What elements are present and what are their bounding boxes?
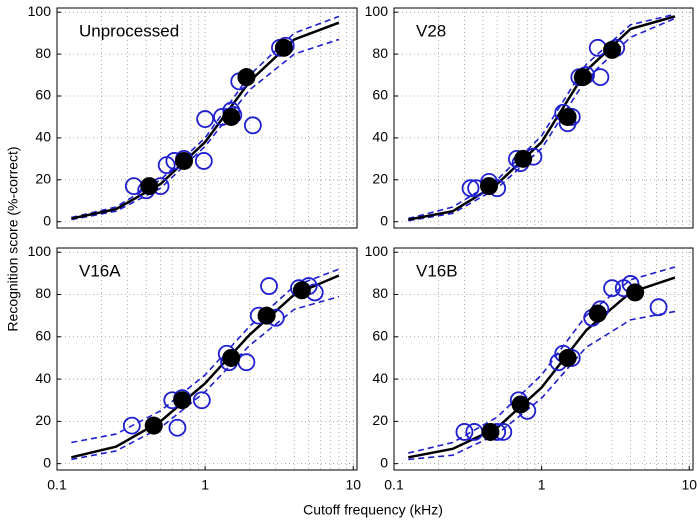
- listener-point: [455, 423, 474, 441]
- y-tick-label: 40: [35, 129, 51, 145]
- y-tick-label: 100: [28, 3, 52, 19]
- fit-curve: [71, 38, 340, 221]
- mean-point: [144, 416, 163, 435]
- mean-point: [573, 68, 592, 87]
- listener-point: [260, 277, 278, 295]
- y-tick-label: 40: [35, 370, 51, 386]
- mean-point: [481, 422, 500, 441]
- mean-point: [511, 395, 530, 414]
- listener-point: [649, 298, 668, 317]
- y-tick-label: 60: [35, 328, 51, 344]
- mean-point: [257, 306, 276, 325]
- y-tick-label: 80: [372, 285, 388, 301]
- mean-point: [274, 38, 293, 57]
- mean-point: [237, 68, 256, 87]
- plot-area: [71, 268, 340, 461]
- y-tick-label: 80: [372, 45, 388, 61]
- y-axis-label: Recognition score (%-correct): [5, 146, 21, 331]
- fit-curve: [71, 274, 340, 459]
- mean-point: [603, 40, 622, 59]
- y-tick-label: 80: [35, 285, 51, 301]
- y-tick-label: 20: [35, 412, 51, 428]
- fit-curve: [71, 295, 340, 461]
- y-tick-label: 100: [28, 243, 52, 259]
- mean-point: [626, 283, 645, 302]
- listener-point: [243, 116, 262, 135]
- panel-title: V16B: [416, 261, 458, 280]
- listener-point: [168, 418, 187, 437]
- panel-title: Unprocessed: [79, 21, 179, 40]
- x-axis-label: Cutoff frequency (kHz): [303, 502, 443, 518]
- fit-curve: [408, 266, 676, 454]
- mean-point: [588, 304, 607, 323]
- y-tick-label: 60: [372, 87, 388, 103]
- y-tick-label: 60: [372, 328, 388, 344]
- panel-frame: [56, 7, 358, 229]
- listener-point: [194, 152, 213, 170]
- fit-curve: [71, 21, 340, 220]
- listener-point: [192, 391, 211, 410]
- mean-point: [173, 391, 192, 410]
- listener-point: [237, 353, 256, 372]
- panel-title: V16A: [79, 261, 121, 280]
- mean-point: [558, 348, 577, 367]
- mean-point: [222, 107, 241, 126]
- y-tick-label: 60: [35, 87, 51, 103]
- mean-point: [514, 149, 533, 168]
- fit-curve: [71, 268, 340, 444]
- mean-point: [174, 151, 193, 170]
- plot-area: [408, 266, 676, 461]
- y-tick-label: 80: [35, 45, 51, 61]
- x-tick-label: 10: [345, 477, 361, 493]
- listener-point: [196, 110, 215, 128]
- listener-point: [603, 279, 621, 298]
- panel-frame: [56, 247, 358, 471]
- y-tick-label: 100: [365, 243, 389, 259]
- fit-curve: [408, 13, 676, 220]
- y-tick-label: 0: [380, 454, 388, 470]
- panel-frame: [393, 7, 694, 229]
- y-tick-label: 100: [365, 3, 389, 19]
- listener-point: [461, 179, 480, 198]
- x-tick-label: 0.1: [384, 477, 404, 493]
- mean-point: [292, 281, 311, 300]
- fit-curve: [408, 17, 676, 222]
- mean-point: [558, 107, 577, 126]
- y-tick-label: 40: [372, 129, 388, 145]
- mean-point: [479, 177, 498, 196]
- x-tick-label: 1: [201, 477, 209, 493]
- y-tick-label: 0: [43, 454, 51, 470]
- x-tick-label: 0.1: [47, 477, 67, 493]
- y-tick-label: 0: [380, 212, 388, 228]
- plot-area: [71, 15, 340, 221]
- x-tick-label: 1: [538, 477, 546, 493]
- panel-title: V28: [416, 21, 446, 40]
- fit-curve: [71, 15, 340, 219]
- listener-point: [591, 68, 610, 87]
- panel-frame: [393, 247, 694, 471]
- y-tick-label: 40: [372, 370, 388, 386]
- fit-curve: [408, 310, 676, 461]
- x-tick-label: 10: [681, 477, 697, 493]
- listener-point: [122, 416, 141, 435]
- fit-curve: [408, 15, 676, 221]
- y-tick-label: 0: [43, 212, 51, 228]
- mean-point: [222, 348, 241, 367]
- y-tick-label: 20: [372, 171, 388, 187]
- mean-point: [140, 177, 159, 196]
- plot-area: [408, 13, 676, 222]
- y-tick-label: 20: [35, 171, 51, 187]
- y-tick-label: 20: [372, 412, 388, 428]
